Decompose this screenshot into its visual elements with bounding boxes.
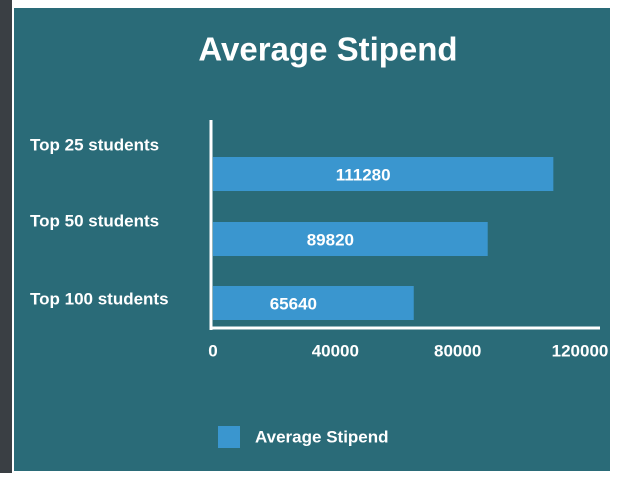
x-tick-label: 80000 xyxy=(434,341,481,360)
value-label: 111280 xyxy=(336,165,391,184)
bar xyxy=(213,222,488,256)
y-tick-label: Top 25 students xyxy=(30,135,159,154)
x-tick-label: 0 xyxy=(208,341,217,360)
chart-title: Average Stipend xyxy=(198,31,457,68)
legend-label: Average Stipend xyxy=(255,427,389,446)
value-label: 65640 xyxy=(270,294,317,313)
value-label: 89820 xyxy=(307,230,354,249)
side-strip xyxy=(0,0,12,473)
legend-swatch xyxy=(218,426,240,448)
bar xyxy=(213,157,554,191)
y-tick-label: Top 50 students xyxy=(30,211,159,230)
y-tick-label: Top 100 students xyxy=(30,289,169,308)
x-tick-label: 40000 xyxy=(312,341,359,360)
bar xyxy=(213,286,414,320)
x-tick-label: 120000 xyxy=(552,341,609,360)
